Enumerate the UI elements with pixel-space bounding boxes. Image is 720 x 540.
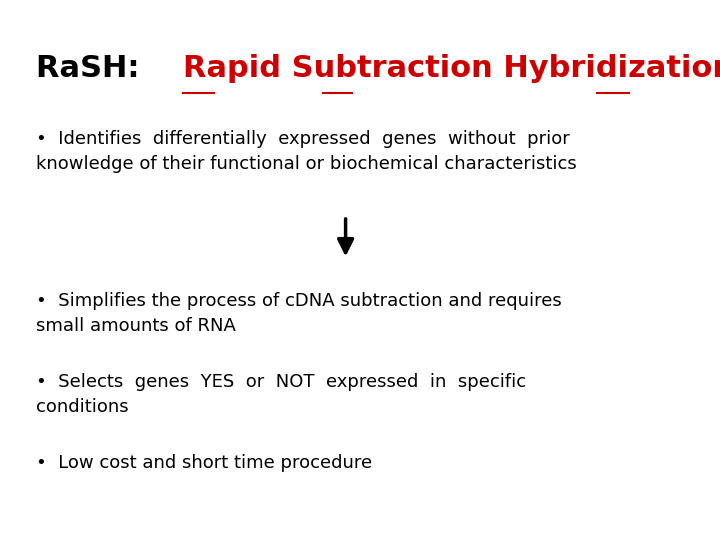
Text: •  Low cost and short time procedure: • Low cost and short time procedure — [36, 454, 372, 471]
Text: •  Selects  genes  YES  or  NOT  expressed  in  specific
conditions: • Selects genes YES or NOT expressed in … — [36, 373, 526, 416]
Text: •  Simplifies the process of cDNA subtraction and requires
small amounts of RNA: • Simplifies the process of cDNA subtrac… — [36, 292, 562, 335]
Text: Rapid Subtraction Hybridization: Rapid Subtraction Hybridization — [184, 54, 720, 83]
Text: RaSH:: RaSH: — [36, 54, 150, 83]
Text: •  Identifies  differentially  expressed  genes  without  prior
knowledge of the: • Identifies differentially expressed ge… — [36, 130, 577, 173]
